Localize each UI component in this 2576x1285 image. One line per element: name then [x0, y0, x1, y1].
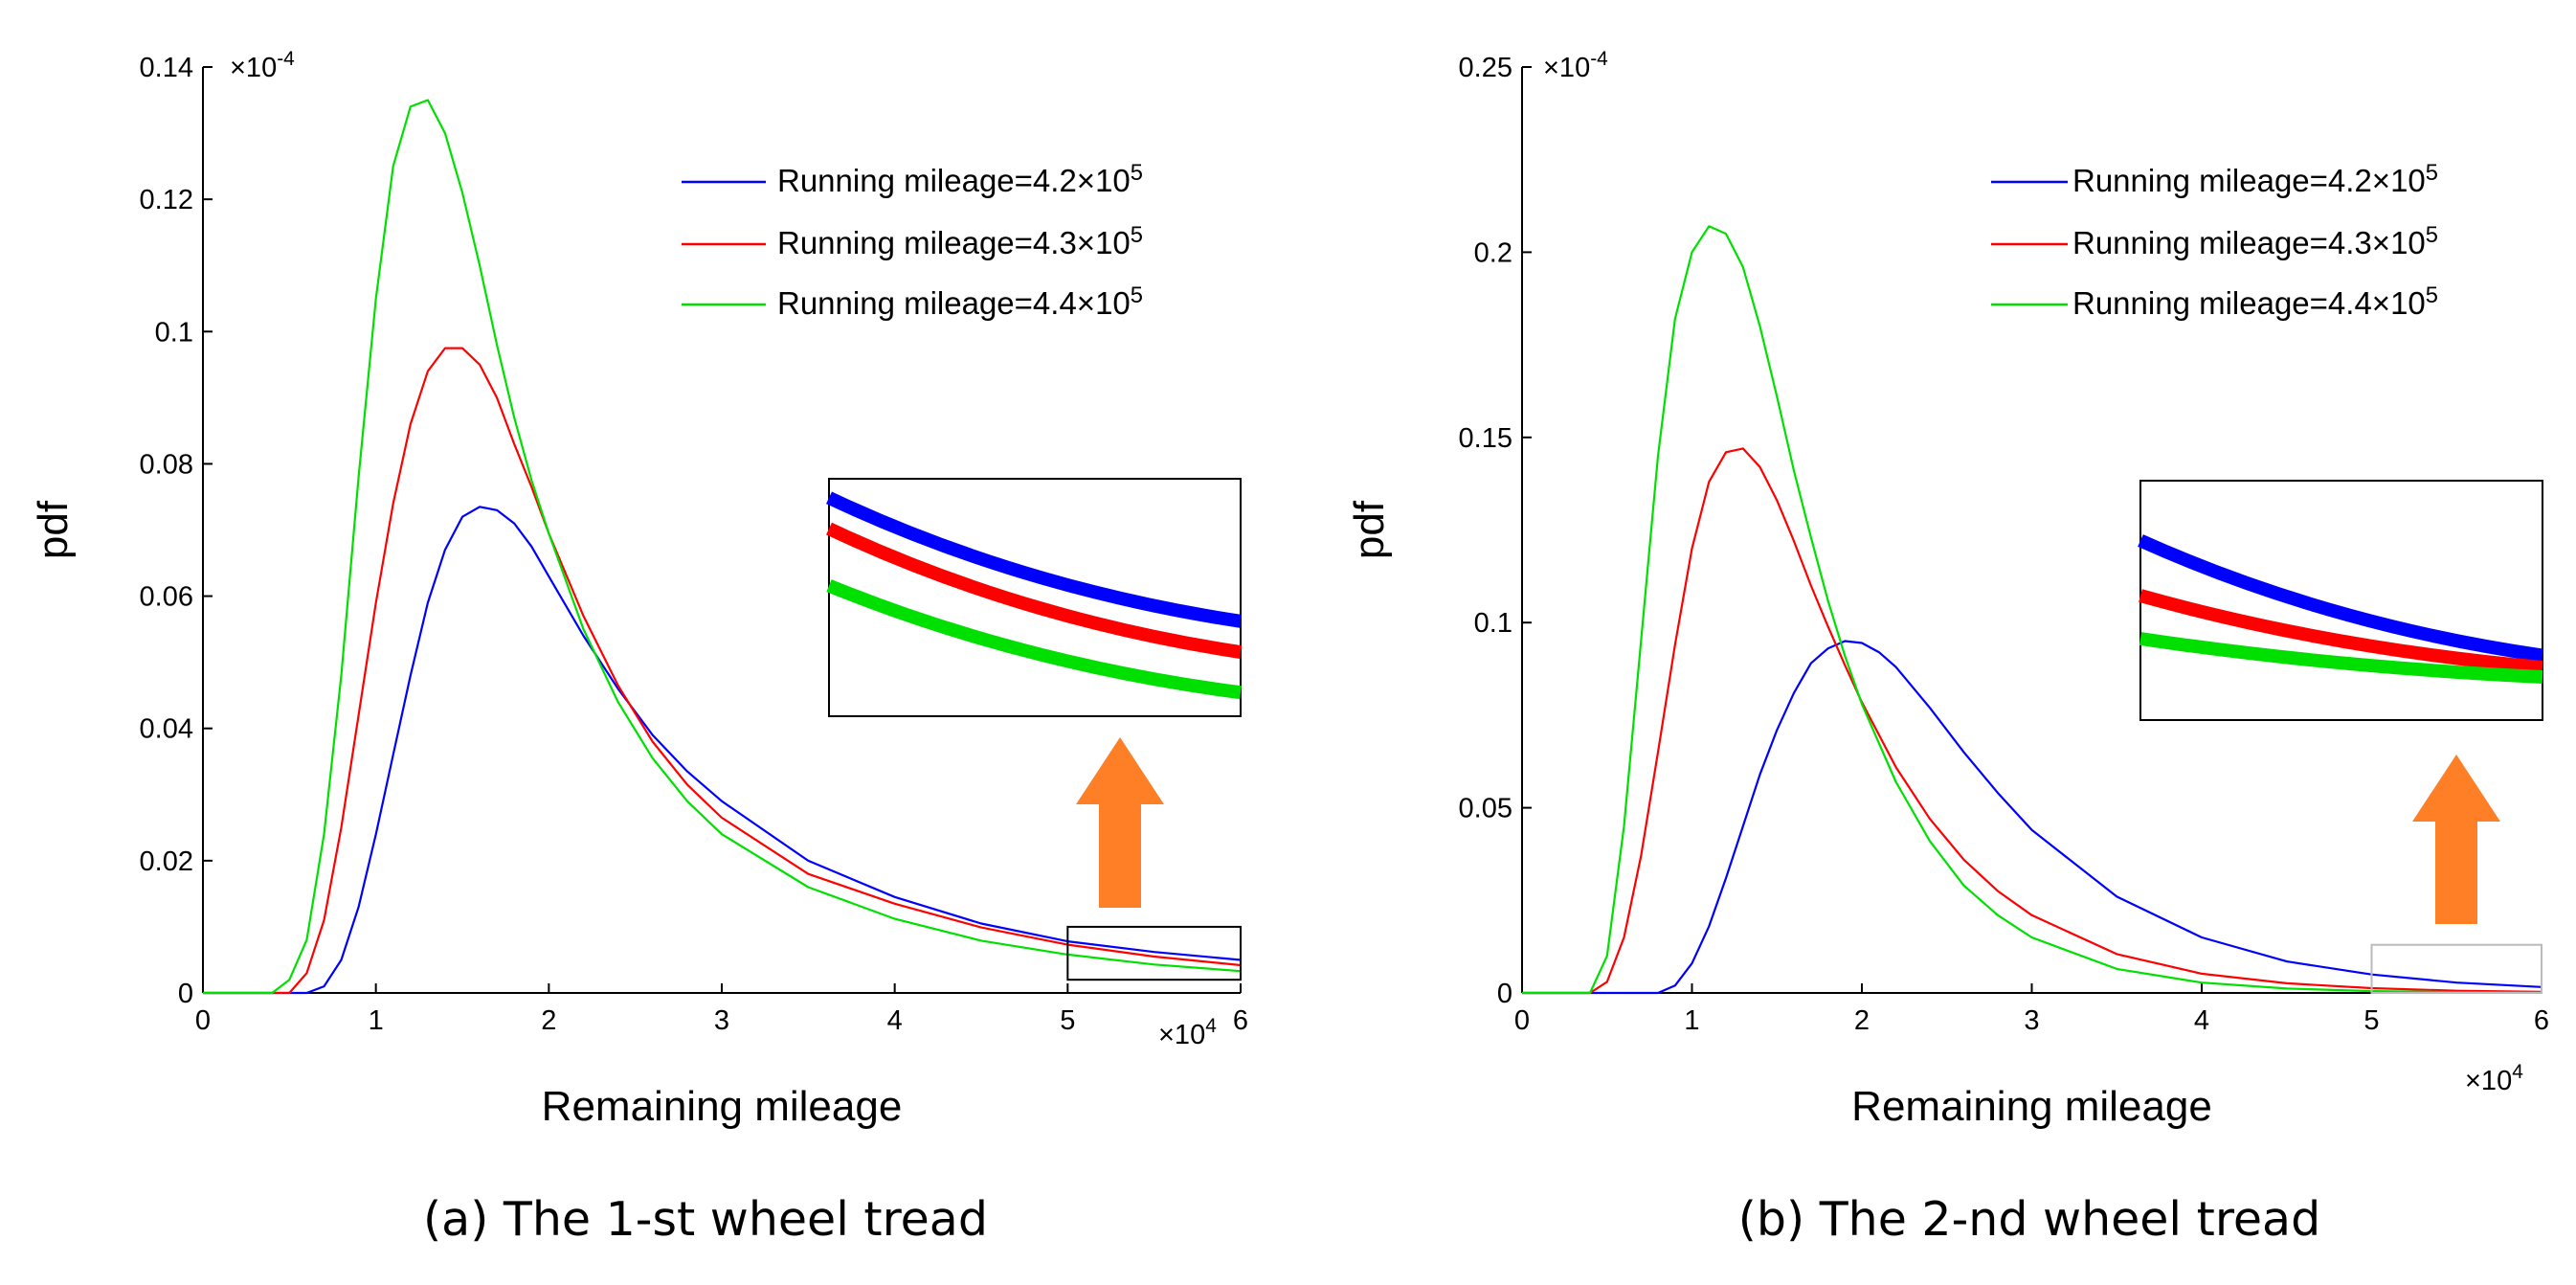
inset-series-line-2: [2139, 589, 2543, 674]
zoom-inset-frame: [2139, 480, 2543, 721]
x-tick-label: 6: [2534, 1005, 2549, 1036]
zoom-arrow-icon: [1076, 737, 1164, 908]
y-tick-label: 0.2: [1474, 237, 1512, 268]
legend-label-3: Running mileage=4.4×105: [777, 282, 1143, 321]
x-axis-label: Remaining mileage: [542, 1083, 903, 1130]
x-tick-label: 6: [1233, 1005, 1248, 1036]
x-tick-label: 4: [2194, 1005, 2209, 1036]
inset-series-line-3: [2139, 632, 2543, 684]
panel-caption: (b) The 2-nd wheel tread: [1738, 1192, 2320, 1247]
zoom-region-box: [1066, 925, 1243, 981]
y-tick-label: 0.14: [140, 53, 193, 83]
x-tick-label: 0: [1514, 1005, 1530, 1036]
y-tick-label: 0.06: [140, 582, 193, 613]
y-tick-label: 0.12: [140, 185, 193, 215]
legend-label-1: Running mileage=4.2×105: [2072, 160, 2438, 198]
series-line-1: [203, 506, 1242, 995]
x-tick-label: 5: [1060, 1005, 1075, 1036]
series-line-1: [1522, 640, 2542, 995]
inset-series-line-3: [826, 579, 1242, 700]
series-line-3: [203, 99, 1242, 995]
legend-label-1: Running mileage=4.2×105: [777, 160, 1143, 198]
series-line-2: [1522, 447, 2542, 995]
inset-series-line-1: [2138, 534, 2543, 663]
x-axis-multiplier: ×104: [1158, 1015, 1217, 1050]
x-tick-label: 3: [2024, 1005, 2039, 1036]
y-tick-label: 0.05: [1459, 794, 1512, 824]
legend-label-2: Running mileage=4.3×105: [2072, 222, 2438, 260]
y-tick-label: 0.02: [140, 846, 193, 877]
y-axis-multiplier: ×10-4: [1543, 48, 1608, 83]
y-tick-label: 0: [178, 979, 193, 1009]
x-tick-label: 1: [369, 1005, 384, 1036]
y-tick-label: 0.25: [1459, 53, 1512, 83]
chart-panel-1: 0 1 2 3 4 5 6 0 0.02 0.04 0.06 0.08 0.1 0.12 0.14 ×10-4…: [30, 48, 1248, 1247]
panel-caption: (a) The 1-st wheel tread: [423, 1192, 988, 1247]
y-tick-label: 0.1: [1474, 608, 1512, 639]
zoom-region-box: [2370, 943, 2542, 995]
y-axis-label: pdf: [30, 500, 77, 559]
x-tick-label: 4: [887, 1005, 903, 1036]
y-tick-label: 0.1: [155, 317, 193, 348]
legend-label-3: Running mileage=4.4×105: [2072, 282, 2438, 321]
x-tick-label: 1: [1684, 1005, 1699, 1036]
x-tick-label: 3: [714, 1005, 729, 1036]
y-axis-multiplier: ×10-4: [230, 48, 295, 83]
x-tick-label: 0: [195, 1005, 211, 1036]
series-line-3: [1522, 225, 2542, 995]
x-tick-label: 5: [2363, 1005, 2379, 1036]
series-line-2: [203, 347, 1242, 995]
zoom-arrow-icon: [2412, 755, 2500, 924]
legend-label-2: Running mileage=4.3×105: [777, 222, 1143, 260]
inset-series-line-2: [826, 522, 1243, 659]
y-axis-label: pdf: [1346, 500, 1393, 559]
y-tick-label: 0.15: [1459, 423, 1512, 454]
x-tick-label: 2: [1854, 1005, 1870, 1036]
y-tick-label: 0.08: [140, 449, 193, 480]
y-tick-label: 0.04: [140, 714, 193, 745]
x-axis-multiplier: ×104: [2465, 1061, 2523, 1096]
chart-panel-2: 0 1 2 3 4 5 6 0 0.05 0.1 0.15 0.2 0.25 ×10-4 ×104 Remai…: [1346, 48, 2549, 1247]
x-tick-label: 2: [541, 1005, 556, 1036]
x-axis-label: Remaining mileage: [1851, 1083, 2212, 1130]
y-tick-label: 0: [1497, 979, 1512, 1009]
inset-series-line-1: [826, 491, 1243, 628]
